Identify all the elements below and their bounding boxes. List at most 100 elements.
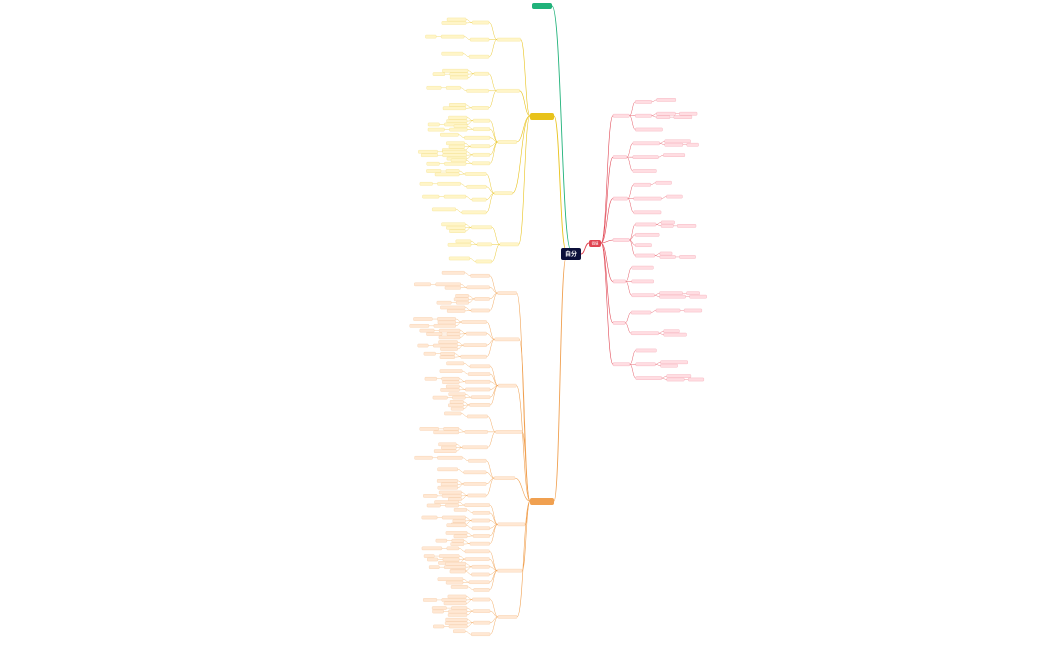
orange-group-node[interactable] — [497, 522, 526, 527]
yellow-leaf-node[interactable] — [455, 239, 472, 244]
orange-leaf-node[interactable] — [444, 285, 461, 290]
orange-leaf-node[interactable] — [441, 445, 457, 450]
orange-leaf-node[interactable] — [446, 546, 460, 551]
orange-leaf-node[interactable] — [453, 629, 466, 633]
red-leaf-node[interactable] — [656, 98, 676, 102]
orange-leaf-node[interactable] — [447, 309, 466, 313]
orange-sub-node[interactable] — [468, 372, 491, 376]
yellow-leaf-node[interactable] — [448, 144, 465, 149]
yellow-sub-node[interactable] — [470, 144, 491, 149]
red-leaf-node[interactable] — [655, 308, 681, 313]
yellow-leaf-node[interactable] — [425, 34, 437, 39]
yellow-leaf-node[interactable] — [442, 153, 467, 157]
orange-leaf-node[interactable] — [446, 384, 460, 389]
orange-leaf-node[interactable] — [417, 343, 429, 348]
yellow-leaf-node[interactable] — [444, 161, 467, 166]
orange-sub-node[interactable] — [471, 526, 490, 530]
red-group-node[interactable] — [612, 321, 626, 325]
yellow-leaf-node[interactable] — [426, 169, 442, 173]
orange-sub-node[interactable] — [467, 414, 488, 419]
red-leaf-node[interactable] — [677, 224, 697, 228]
red-leaf-node[interactable] — [660, 360, 688, 365]
red-leaf-node[interactable] — [663, 332, 687, 337]
orange-leaf-node[interactable] — [440, 482, 458, 487]
orange-sub-node[interactable] — [464, 549, 490, 554]
orange-sub-node[interactable] — [472, 609, 491, 613]
yellow-leaf-node[interactable] — [446, 225, 466, 230]
orange-sub-node[interactable] — [464, 430, 488, 434]
orange-sub-node[interactable] — [472, 511, 490, 515]
orange-sub-node[interactable] — [467, 493, 487, 498]
red-sub-node[interactable] — [635, 376, 662, 380]
orange-sub-node[interactable] — [470, 308, 490, 313]
yellow-leaf-node[interactable] — [441, 21, 467, 25]
yellow-leaf-node[interactable] — [448, 115, 468, 120]
red-group-node[interactable] — [612, 155, 627, 159]
yellow-leaf-node[interactable] — [426, 161, 440, 166]
orange-leaf-node[interactable] — [447, 594, 467, 599]
red-sub-node[interactable] — [632, 141, 660, 146]
red-sub-node[interactable] — [633, 210, 662, 215]
orange-leaf-node[interactable] — [438, 340, 458, 344]
orange-sub-node[interactable] — [472, 534, 490, 538]
yellow-leaf-node[interactable] — [426, 86, 442, 90]
yellow-leaf-node[interactable] — [422, 194, 440, 199]
orange-sub-node[interactable] — [463, 482, 487, 486]
orange-sub-node[interactable] — [474, 297, 490, 301]
red-sub-node[interactable] — [635, 100, 652, 104]
orange-leaf-node[interactable] — [441, 598, 467, 602]
orange-leaf-node[interactable] — [451, 606, 468, 610]
yellow-sub-node[interactable] — [471, 106, 489, 110]
orange-leaf-node[interactable] — [444, 565, 466, 569]
red-leaf-node[interactable] — [663, 153, 685, 157]
orange-group-node[interactable] — [495, 430, 523, 434]
orange-sub-node[interactable] — [473, 588, 490, 592]
orange-leaf-node[interactable] — [438, 335, 461, 340]
orange-sub-node[interactable] — [472, 597, 491, 602]
branch-node-yellow[interactable] — [530, 113, 554, 120]
red-sub-node[interactable] — [631, 279, 654, 284]
orange-leaf-node[interactable] — [452, 519, 466, 523]
red-sub-node[interactable] — [631, 293, 655, 297]
orange-leaf-node[interactable] — [440, 351, 455, 356]
red-leaf-node[interactable] — [659, 294, 686, 299]
orange-sub-node[interactable] — [464, 503, 490, 507]
yellow-leaf-node[interactable] — [449, 127, 468, 132]
orange-sub-node[interactable] — [466, 285, 490, 290]
orange-leaf-node[interactable] — [435, 538, 447, 543]
orange-leaf-node[interactable] — [446, 332, 461, 336]
red-leaf-node[interactable] — [655, 181, 672, 185]
orange-leaf-node[interactable] — [450, 542, 465, 546]
orange-leaf-node[interactable] — [445, 580, 464, 585]
orange-leaf-node[interactable] — [444, 621, 468, 625]
orange-leaf-node[interactable] — [446, 361, 465, 366]
orange-leaf-node[interactable] — [409, 324, 430, 328]
yellow-leaf-node[interactable] — [450, 75, 469, 80]
red-leaf-node[interactable] — [660, 363, 678, 368]
red-leaf-node[interactable] — [664, 139, 691, 144]
orange-sub-node[interactable] — [471, 632, 491, 636]
orange-sub-node[interactable] — [465, 380, 491, 384]
orange-leaf-node[interactable] — [437, 467, 458, 472]
yellow-leaf-node[interactable] — [442, 106, 466, 111]
orange-leaf-node[interactable] — [432, 609, 444, 614]
orange-leaf-node[interactable] — [437, 485, 458, 490]
orange-leaf-node[interactable] — [440, 347, 458, 351]
red-leaf-node[interactable] — [666, 374, 692, 378]
yellow-leaf-node[interactable] — [443, 194, 467, 199]
orange-leaf-node[interactable] — [421, 546, 443, 551]
root-node[interactable]: 自分 — [561, 248, 581, 260]
yellow-leaf-node[interactable] — [421, 153, 438, 157]
yellow-group-node[interactable] — [496, 89, 520, 93]
orange-sub-node[interactable] — [468, 459, 487, 463]
orange-leaf-node[interactable] — [438, 442, 457, 447]
orange-leaf-node[interactable] — [449, 569, 466, 574]
orange-leaf-node[interactable] — [453, 297, 469, 302]
red-sub-node[interactable] — [633, 183, 651, 187]
red-group-node[interactable] — [612, 362, 630, 367]
orange-leaf-node[interactable] — [455, 294, 469, 298]
orange-leaf-node[interactable] — [437, 577, 464, 581]
red-sub-node[interactable] — [635, 348, 657, 353]
red-leaf-node[interactable] — [656, 111, 676, 116]
orange-leaf-node[interactable] — [450, 585, 468, 589]
